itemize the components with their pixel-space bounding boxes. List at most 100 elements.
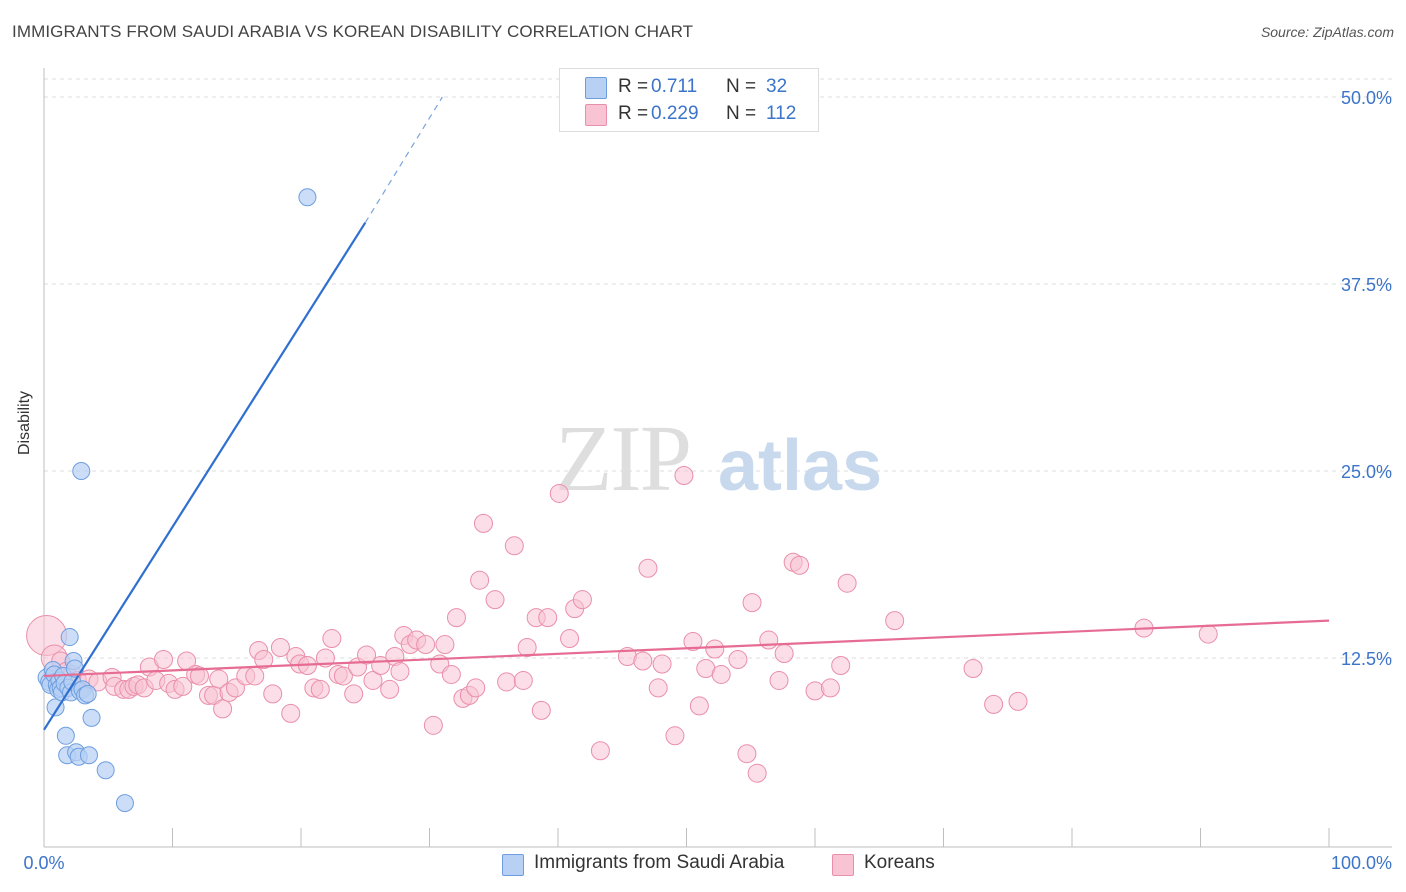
korean-point xyxy=(831,655,851,675)
korean-point xyxy=(790,555,810,575)
saudi-point xyxy=(82,708,101,727)
korean-point xyxy=(315,648,335,668)
korean-point xyxy=(837,573,857,593)
saudi-point xyxy=(72,462,91,480)
bottom-legend-swatch-koreans xyxy=(832,854,854,876)
korean-point xyxy=(209,669,229,689)
axes xyxy=(43,68,1392,848)
saudi-point xyxy=(78,684,97,703)
korean-point xyxy=(189,666,209,686)
legend-swatch-koreans xyxy=(585,104,607,126)
korean-point xyxy=(531,700,551,720)
korean-point xyxy=(805,681,825,701)
korean-point xyxy=(173,676,193,696)
korean-point xyxy=(742,593,762,613)
saudi-trend-line xyxy=(43,222,367,731)
watermark-atlas: atlas xyxy=(718,426,882,506)
legend-n-label: N = xyxy=(726,103,757,124)
legend-n-label: N = xyxy=(726,76,757,97)
korean-point xyxy=(423,715,443,735)
x-tick-label-max: 100.0% xyxy=(1331,853,1392,873)
korean-point xyxy=(416,635,436,655)
korean-point xyxy=(737,744,757,764)
korean-point xyxy=(497,672,517,692)
korean-point xyxy=(504,536,524,556)
bottom-legend-swatch-saudi xyxy=(502,854,524,876)
watermark: ZIP atlas xyxy=(555,407,882,511)
korean-point xyxy=(513,670,533,690)
y-axis-label: Disability xyxy=(16,390,33,455)
korean-point xyxy=(446,608,466,628)
korean-point xyxy=(1198,624,1218,644)
korean-point xyxy=(549,483,569,503)
saudi-point xyxy=(115,794,134,813)
korean-point xyxy=(538,608,558,628)
gridlines xyxy=(44,78,1392,659)
korean-point xyxy=(263,684,283,704)
korean-point xyxy=(747,763,767,783)
korean-point xyxy=(380,679,400,699)
korean-point xyxy=(590,741,610,761)
korean-point xyxy=(652,654,672,674)
y-tick-label: 12.5% xyxy=(1341,649,1392,669)
saudi-point xyxy=(298,188,317,207)
korean-point xyxy=(435,635,455,655)
korean-point xyxy=(638,558,658,578)
korean-point xyxy=(674,465,694,485)
korean-point xyxy=(963,658,983,678)
korean-point xyxy=(441,664,461,684)
correlation-legend: R = 0.711 N = 32 R = 0.229 N = 112 xyxy=(559,68,819,132)
korean-point xyxy=(322,629,342,649)
korean-point xyxy=(774,644,794,664)
korean-point xyxy=(213,699,233,719)
y-tick-label: 37.5% xyxy=(1341,275,1392,295)
y-tick-label: 50.0% xyxy=(1341,88,1392,108)
legend-swatch-saudi xyxy=(585,77,607,99)
korean-point xyxy=(281,703,301,723)
watermark-zip: ZIP xyxy=(555,407,690,511)
legend-r-label: R = xyxy=(618,76,649,97)
korean-point xyxy=(560,629,580,649)
korean-point xyxy=(344,684,364,704)
legend-n-value: 32 xyxy=(766,76,788,97)
korean-point xyxy=(333,666,353,686)
saudi-point xyxy=(96,761,115,780)
legend-r-value: 0.229 xyxy=(651,103,699,124)
korean-point xyxy=(711,664,731,684)
korean-point xyxy=(470,570,490,590)
x-tick-label-min: 0.0% xyxy=(23,853,64,873)
chart-title: IMMIGRANTS FROM SAUDI ARABIA VS KOREAN D… xyxy=(12,22,694,41)
korean-point xyxy=(769,670,789,690)
korean-trend-line xyxy=(43,619,1330,678)
korean-point xyxy=(270,638,290,658)
korean-point xyxy=(517,638,537,658)
korean-point xyxy=(984,694,1004,714)
korean-point xyxy=(665,726,685,746)
korean-point xyxy=(683,632,703,652)
korean-point xyxy=(572,590,592,610)
korean-point xyxy=(689,696,709,716)
korean-point xyxy=(759,630,779,650)
source-label: Source: ZipAtlas.com xyxy=(1260,24,1394,40)
legend-r-value: 0.711 xyxy=(651,76,698,97)
korean-point xyxy=(485,590,505,610)
saudi-point xyxy=(60,628,79,647)
saudi-point xyxy=(79,746,98,765)
korean-point xyxy=(245,666,265,686)
koreans-points xyxy=(26,465,1218,783)
korean-point xyxy=(885,611,905,631)
korean-point xyxy=(357,645,377,665)
bottom-legend-label-koreans: Koreans xyxy=(864,852,935,873)
korean-point xyxy=(1008,691,1028,711)
korean-point xyxy=(705,639,725,659)
korean-point xyxy=(820,678,840,698)
saudi-points xyxy=(37,188,317,813)
korean-point xyxy=(728,649,748,669)
korean-point xyxy=(363,670,383,690)
saudi-trend-extension xyxy=(364,96,443,223)
legend-r-label: R = xyxy=(618,103,649,124)
korean-point xyxy=(648,678,668,698)
bottom-legend-label-saudi: Immigrants from Saudi Arabia xyxy=(534,852,785,873)
korean-point xyxy=(254,649,274,669)
